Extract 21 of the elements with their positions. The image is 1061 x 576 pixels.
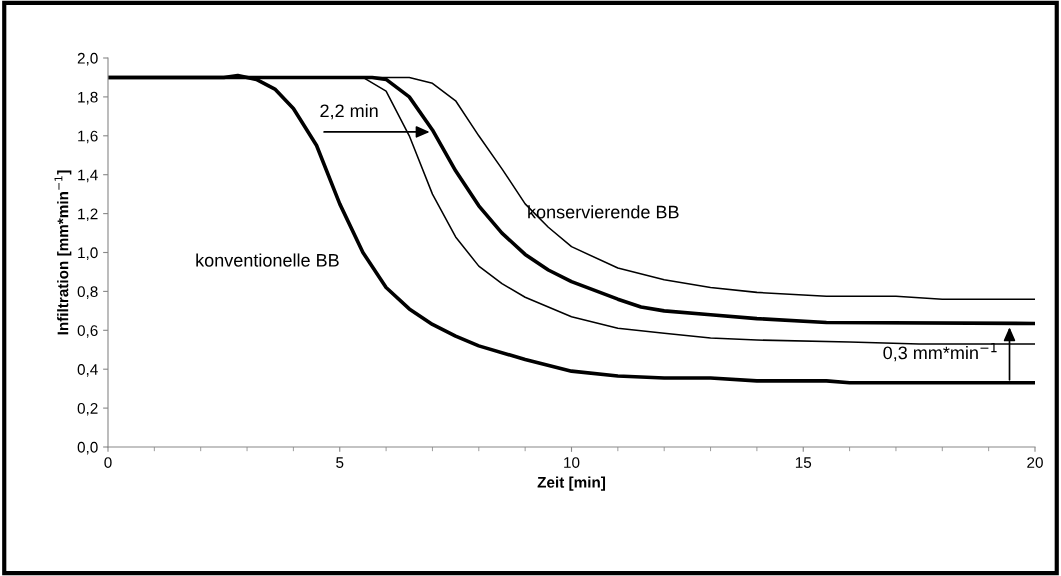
x-tick-label: 20 <box>1027 457 1043 468</box>
y-tick-label: 2,0 <box>77 52 98 66</box>
annotation: 0,3 mm*min$^{−1}$ <box>883 342 997 362</box>
y-tick-label: 0,8 <box>77 286 98 299</box>
y-tick-label: 0,4 <box>77 364 98 377</box>
x-tick-label: 10 <box>564 457 580 468</box>
y-tick-label: 0,2 <box>77 402 98 416</box>
annotation: 2,2 min <box>320 103 378 120</box>
y-axis-title: Infiltration [mm*min$^{−1}$] <box>54 170 72 335</box>
x-tick-label: 0 <box>104 457 112 468</box>
x-axis-title: Zeit [min] <box>537 476 606 491</box>
y-tick-label: 1,0 <box>78 247 98 260</box>
annotation: konventionelle BB <box>196 253 339 267</box>
y-tick-label: 0,6 <box>77 325 98 338</box>
x-tick-label: 5 <box>336 457 344 468</box>
y-tick-label: 1,6 <box>78 130 98 144</box>
y-tick-label: 1,4 <box>78 169 98 183</box>
y-tick-label: 0,0 <box>77 441 98 455</box>
x-tick-label: 15 <box>795 457 812 468</box>
y-tick-label: 1,2 <box>78 208 98 222</box>
y-tick-label: 1,8 <box>78 91 98 105</box>
